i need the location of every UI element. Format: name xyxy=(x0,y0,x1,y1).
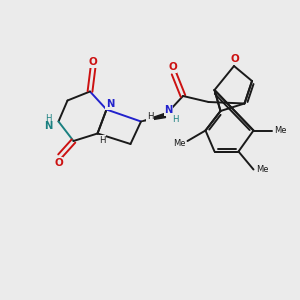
Text: Me: Me xyxy=(173,140,185,148)
Polygon shape xyxy=(141,113,166,122)
Text: H: H xyxy=(45,114,51,123)
Text: O: O xyxy=(54,158,63,168)
Text: Me: Me xyxy=(274,126,286,135)
Text: O: O xyxy=(168,62,177,73)
Text: H: H xyxy=(172,116,179,124)
Text: N: N xyxy=(44,121,52,131)
Text: H: H xyxy=(99,136,105,145)
Text: Me: Me xyxy=(256,165,268,174)
Text: H: H xyxy=(147,112,153,122)
Text: O: O xyxy=(230,54,239,64)
Text: O: O xyxy=(88,57,98,67)
Text: N: N xyxy=(164,105,173,116)
Text: N: N xyxy=(106,99,114,109)
